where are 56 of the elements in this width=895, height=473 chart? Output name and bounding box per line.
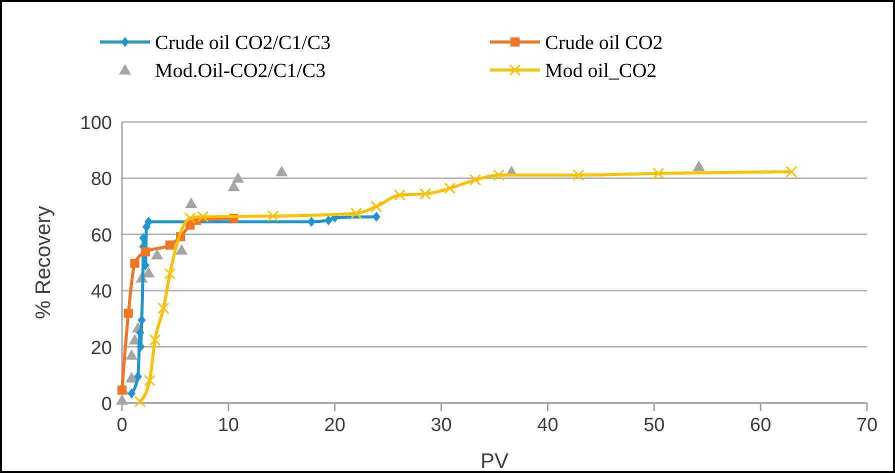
- point: [130, 258, 140, 268]
- point: [307, 216, 316, 227]
- legend-label: Crude oil CO2: [545, 32, 663, 54]
- y-tick-label: 0: [101, 394, 112, 415]
- y-axis-title: % Recovery: [32, 205, 55, 320]
- point: [394, 189, 406, 201]
- x-tick-label: 0: [116, 415, 128, 436]
- x-tick-label: 10: [218, 415, 239, 436]
- point: [151, 248, 164, 260]
- point: [572, 169, 584, 181]
- point: [185, 197, 198, 208]
- point: [692, 160, 705, 172]
- x-axis-title: PV: [480, 450, 509, 473]
- x-tick-label: 40: [537, 415, 558, 436]
- y-tick-label: 100: [80, 113, 112, 134]
- point: [144, 216, 153, 227]
- point: [118, 386, 126, 395]
- y-tick-label: 20: [90, 338, 112, 359]
- point: [276, 166, 288, 176]
- x-tick-label: 50: [644, 415, 665, 436]
- point: [372, 212, 380, 222]
- point: [350, 208, 362, 220]
- y-tick-label: 40: [90, 282, 112, 303]
- point: [149, 334, 161, 346]
- legend-label: Mod oil_CO2: [545, 60, 657, 82]
- y-tick-label: 60: [90, 225, 112, 246]
- point: [232, 172, 244, 183]
- point: [124, 308, 133, 318]
- point: [164, 268, 176, 280]
- point: [128, 388, 136, 398]
- point: [786, 166, 798, 178]
- point: [444, 182, 456, 194]
- point: [165, 240, 174, 250]
- x-tick-label: 30: [430, 415, 452, 436]
- point: [470, 174, 482, 186]
- legend-label: Crude oil CO2/C1/C3: [155, 32, 331, 54]
- point: [134, 396, 146, 408]
- legend-label: Mod.Oil-CO2/C1/C3: [155, 60, 326, 82]
- x-tick-label: 60: [750, 415, 772, 436]
- point: [324, 215, 332, 226]
- point: [144, 374, 156, 386]
- point: [140, 247, 150, 256]
- point: [652, 168, 664, 180]
- point: [493, 169, 505, 181]
- point: [267, 210, 279, 222]
- point: [126, 349, 138, 360]
- point: [158, 302, 170, 314]
- x-tick-label: 70: [856, 415, 878, 436]
- point: [370, 200, 382, 212]
- point: [134, 372, 142, 382]
- point: [420, 188, 432, 200]
- point: [116, 394, 128, 405]
- x-tick-label: 20: [324, 415, 346, 436]
- y-tick-label: 80: [90, 169, 112, 190]
- point: [176, 244, 188, 255]
- point: [142, 266, 155, 278]
